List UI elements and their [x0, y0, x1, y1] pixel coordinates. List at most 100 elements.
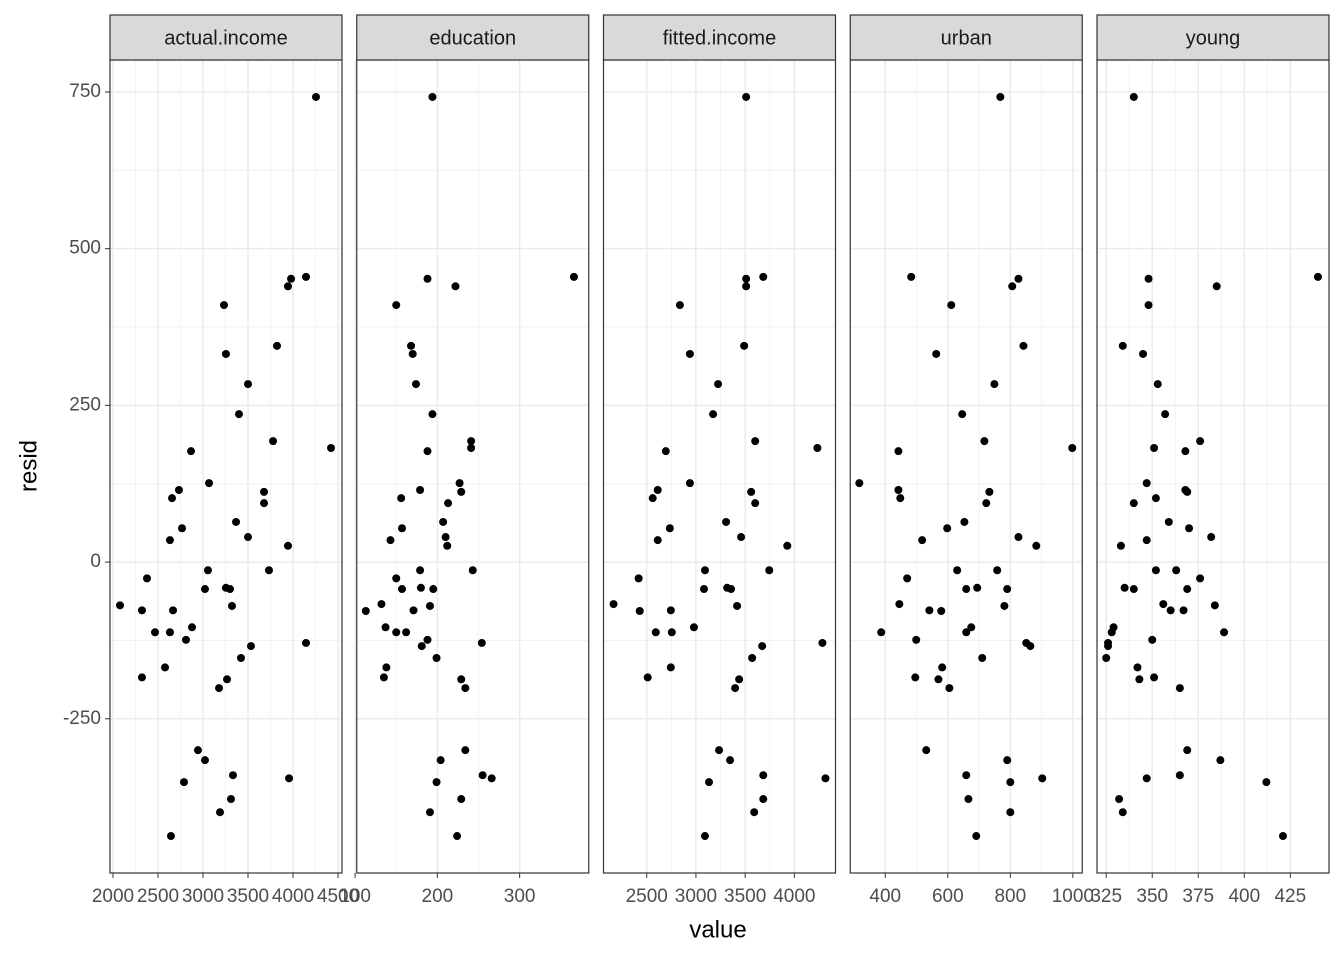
- point: [1207, 533, 1216, 542]
- x-tick-label: 100: [339, 886, 371, 907]
- point: [260, 499, 269, 508]
- point: [1183, 585, 1192, 594]
- point: [1172, 566, 1181, 575]
- strip: [849, 14, 1083, 61]
- point: [1153, 380, 1162, 389]
- point: [675, 301, 684, 310]
- point: [895, 600, 904, 609]
- point: [1129, 585, 1138, 594]
- point: [397, 494, 406, 503]
- point: [661, 447, 670, 456]
- point: [685, 349, 694, 358]
- point: [285, 774, 294, 783]
- point: [643, 673, 652, 682]
- point: [169, 606, 178, 615]
- point: [689, 623, 698, 632]
- point: [428, 410, 437, 419]
- point: [187, 447, 196, 456]
- y-tick-label: 0: [90, 551, 101, 572]
- point: [181, 635, 190, 644]
- point: [1212, 282, 1221, 291]
- point: [1118, 808, 1127, 817]
- point: [1183, 487, 1192, 496]
- point: [165, 536, 174, 545]
- point: [896, 494, 905, 503]
- point: [962, 771, 971, 780]
- point: [200, 585, 209, 594]
- point: [918, 536, 927, 545]
- y-tick-label: 500: [69, 238, 101, 259]
- point: [441, 533, 450, 542]
- point: [1262, 778, 1271, 787]
- point: [223, 675, 232, 684]
- point: [699, 585, 708, 594]
- point: [1166, 606, 1175, 615]
- point: [982, 499, 991, 508]
- strip-label: education: [429, 27, 516, 49]
- point: [722, 517, 731, 526]
- point: [467, 437, 476, 446]
- point: [1019, 341, 1028, 350]
- point: [1109, 623, 1118, 632]
- point: [115, 601, 124, 610]
- point: [733, 601, 742, 610]
- point: [151, 628, 160, 637]
- point: [386, 536, 395, 545]
- point: [432, 653, 441, 662]
- point: [731, 684, 740, 693]
- point: [742, 92, 751, 101]
- x-tick-label: 200: [422, 886, 454, 907]
- point: [894, 486, 903, 495]
- point: [246, 642, 255, 651]
- point: [967, 623, 976, 632]
- point: [993, 566, 1002, 575]
- point: [273, 341, 282, 350]
- point: [166, 832, 175, 841]
- point: [226, 585, 235, 594]
- point: [666, 606, 675, 615]
- x-tick-label: 3000: [675, 886, 717, 907]
- point: [742, 282, 751, 291]
- point: [925, 606, 934, 615]
- x-tick-label: 2500: [626, 886, 668, 907]
- point: [747, 487, 756, 496]
- point: [397, 524, 406, 533]
- point: [457, 795, 466, 804]
- point: [648, 494, 657, 503]
- point: [1151, 566, 1160, 575]
- x-axis-title: value: [689, 916, 746, 943]
- point: [973, 583, 982, 592]
- point: [416, 583, 425, 592]
- point: [428, 92, 437, 101]
- point: [244, 533, 253, 542]
- point: [938, 663, 947, 672]
- point: [937, 606, 946, 615]
- x-tick-label: 2500: [137, 886, 179, 907]
- point: [1164, 517, 1173, 526]
- point: [408, 349, 417, 358]
- point: [221, 349, 230, 358]
- point: [751, 437, 760, 446]
- point: [457, 487, 466, 496]
- point: [1161, 410, 1170, 419]
- panel-background: [850, 60, 1083, 873]
- point: [765, 566, 774, 575]
- x-tick-label: 375: [1182, 886, 1214, 907]
- point: [377, 600, 386, 609]
- point: [759, 272, 768, 281]
- point: [700, 566, 709, 575]
- point: [219, 301, 228, 310]
- point: [750, 808, 759, 817]
- point: [407, 341, 416, 350]
- point: [912, 635, 921, 644]
- point: [821, 774, 830, 783]
- y-axis-title: resid: [15, 440, 42, 492]
- point: [962, 585, 971, 594]
- strip: [602, 14, 837, 61]
- point: [962, 628, 971, 637]
- point: [1133, 663, 1142, 672]
- point: [283, 541, 292, 550]
- point: [932, 349, 941, 358]
- point: [178, 524, 187, 533]
